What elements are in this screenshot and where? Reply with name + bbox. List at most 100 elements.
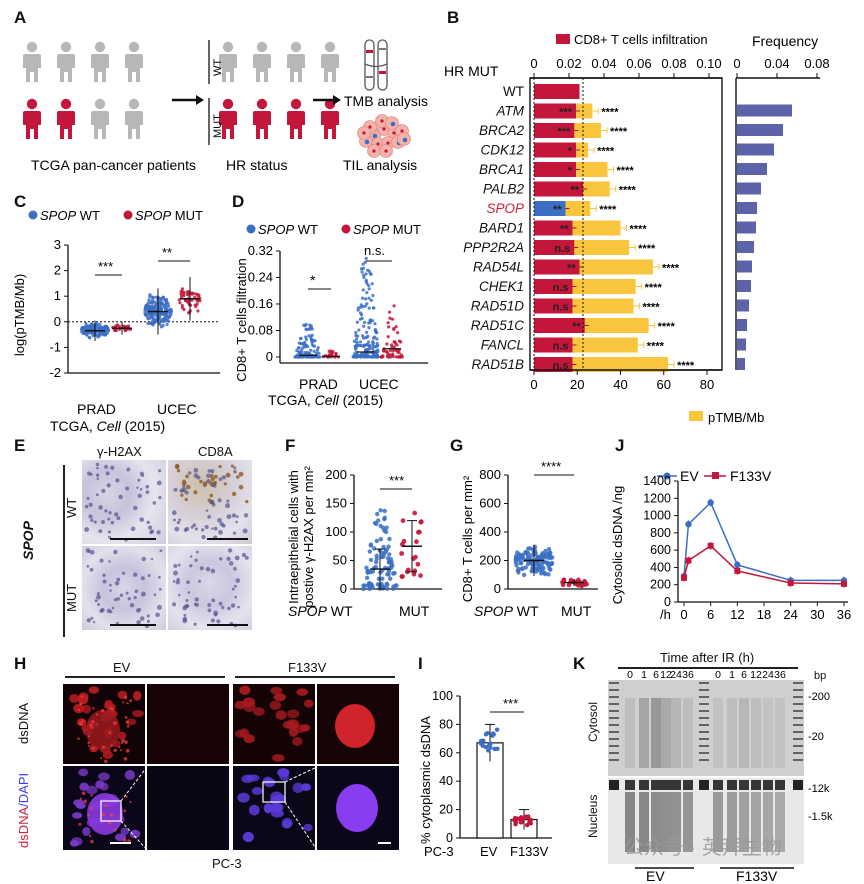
- k-gel-cytosol: [608, 680, 804, 776]
- nucleus-stain: [216, 619, 221, 624]
- i-point: [485, 730, 490, 736]
- k-genomic-band: [683, 780, 693, 790]
- panel-j-chart: EV F133V Cytosolic dsDNA /ng 14001200100…: [612, 468, 851, 622]
- nucleus-stain: [87, 471, 92, 476]
- f-point-mut: [412, 510, 418, 516]
- f-point-wt: [372, 520, 378, 526]
- d-point-prad-wt: [316, 346, 320, 350]
- d-point-ucec-wt: [365, 290, 369, 295]
- i-point: [481, 738, 486, 743]
- dapi-cell: [82, 826, 91, 836]
- cytoplasmic-dsdna: [90, 726, 94, 729]
- cytoplasmic-dsdna: [125, 795, 128, 798]
- c-point-ucec-wt: [150, 304, 154, 308]
- b-cd8-bar: [534, 279, 573, 294]
- immune-cell-icon: [402, 137, 408, 143]
- nucleus-stain: [86, 618, 92, 623]
- f-x1: WT: [331, 603, 353, 619]
- panel-label-i: I: [418, 654, 423, 673]
- c-point-ucec-mut: [190, 298, 194, 302]
- cytoplasmic-dsdna: [77, 708, 81, 712]
- k-genomic-band: [651, 780, 661, 790]
- cytoplasmic-dsdna: [83, 799, 87, 803]
- d-point-ucec-wt: [364, 330, 369, 334]
- b-frequency-bar: [737, 260, 752, 273]
- g-ytick-label: 600: [479, 496, 501, 511]
- cytoplasmic-dsdna: [101, 745, 105, 749]
- nucleus-stain: [150, 557, 154, 561]
- til-analysis-caption: TIL analysis: [343, 157, 417, 173]
- nucleus-stain: [207, 514, 212, 519]
- person-wt-icon: [91, 41, 109, 82]
- nucleus-stain: [205, 509, 209, 512]
- cytoplasmic-dsdna: [79, 797, 83, 800]
- b-cd8-bar: [534, 84, 580, 99]
- d-point-ucec-wt: [375, 337, 379, 341]
- cd8-stain: [181, 480, 187, 486]
- k-nucleus-smear: [713, 792, 723, 852]
- f-point-wt: [361, 586, 366, 592]
- dapi-cell: [129, 829, 141, 839]
- nucleus-stain: [109, 583, 112, 587]
- dapi-cell: [72, 812, 83, 819]
- c-xtick-prad: PRAD: [77, 401, 116, 417]
- c-point-ucec-mut: [182, 292, 186, 296]
- d-point-prad-wt: [299, 351, 303, 355]
- nucleus-stain: [227, 606, 231, 611]
- d-point-ucec-wt: [353, 347, 358, 351]
- h-row-merge-dsdna: dsDNA: [16, 806, 31, 848]
- d-point-ucec-wt: [364, 272, 368, 276]
- g-x2: MUT: [561, 603, 592, 619]
- cytoplasmic-dsdna: [123, 757, 128, 761]
- k-ladder-band: [699, 703, 709, 705]
- e-row-wt: WT: [64, 497, 79, 518]
- nucleus-stain: [194, 597, 199, 602]
- j-ytick-label: 1000: [643, 509, 671, 523]
- d-point-ucec-wt: [361, 266, 366, 271]
- nucleus-stain: [217, 517, 222, 523]
- f-point-mut: [416, 529, 421, 535]
- panel-b-chart: CD8+ T cells infiltration Frequency HR M…: [444, 32, 830, 425]
- d-point-ucec-wt: [353, 355, 357, 359]
- cytoplasmic-dsdna: [126, 724, 130, 728]
- b-bottom-tick-label: 0: [530, 377, 537, 392]
- d-legend-gene-mut: SPOP: [353, 222, 389, 237]
- f-xgene: SPOP: [288, 603, 328, 619]
- d-point-prad-wt: [299, 348, 304, 353]
- k-lane-label: 36: [682, 669, 694, 681]
- h-img-ev-merge-zoom: [147, 766, 229, 850]
- d-point-ucec-wt: [367, 344, 372, 348]
- j-point-ev: [707, 499, 714, 506]
- dsdna-cell: [82, 704, 91, 714]
- nucleus-stain: [204, 524, 209, 530]
- c-point-prad-wt: [85, 332, 89, 336]
- d-point-ucec-mut: [396, 331, 400, 335]
- k-ladder-band: [609, 759, 619, 761]
- nucleus-stain: [177, 563, 181, 567]
- freq-title: Frequency: [752, 33, 818, 49]
- nucleus-stain: [136, 620, 141, 625]
- d-point-ucec-wt: [367, 296, 371, 300]
- d-point-ucec-mut: [387, 325, 391, 329]
- nucleus-stain: [182, 616, 188, 622]
- zoom-nucleus: [86, 710, 120, 750]
- g-point-wt: [518, 560, 523, 566]
- k-ladder-band: [793, 682, 803, 684]
- d-point-ucec-wt: [359, 343, 363, 348]
- b-cd8-bar: [534, 103, 576, 119]
- nucleus-stain: [187, 471, 192, 475]
- c-point-ucec-wt: [148, 293, 152, 297]
- k-nucleus-smear: [751, 792, 761, 852]
- nucleus-stain: [198, 579, 201, 583]
- f-point-wt: [364, 575, 370, 581]
- person-mut-icon: [23, 98, 41, 139]
- cytoplasmic-dsdna: [91, 720, 95, 724]
- f-point-wt: [366, 568, 371, 574]
- nucleus-stain: [152, 501, 157, 505]
- f-ytick-label: 200: [325, 467, 347, 482]
- nucleus-stain: [235, 520, 238, 524]
- c-point-ucec-wt: [163, 298, 167, 302]
- d-point-ucec-wt: [362, 324, 366, 328]
- nucleus-stain: [150, 529, 155, 534]
- nucleus-stain: [189, 564, 193, 568]
